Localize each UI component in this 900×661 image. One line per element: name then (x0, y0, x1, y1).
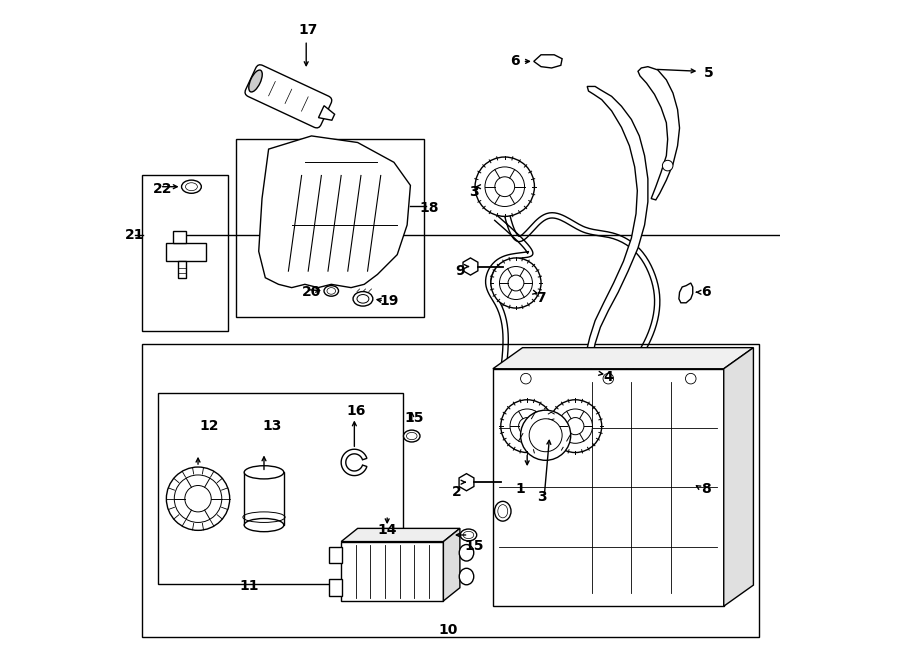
Ellipse shape (353, 292, 373, 306)
Bar (166, 243, 206, 261)
Text: 3: 3 (537, 490, 547, 504)
Text: 15: 15 (404, 410, 424, 424)
Polygon shape (341, 449, 367, 476)
Circle shape (558, 409, 592, 444)
Circle shape (603, 373, 614, 384)
Text: 8: 8 (701, 482, 711, 496)
Ellipse shape (407, 432, 417, 440)
Bar (341, 541, 444, 601)
Ellipse shape (494, 501, 511, 521)
Text: 4: 4 (603, 369, 613, 383)
Ellipse shape (244, 518, 284, 531)
Bar (329, 579, 343, 596)
Ellipse shape (459, 568, 473, 585)
Polygon shape (584, 87, 648, 416)
Circle shape (500, 266, 533, 299)
Text: 13: 13 (262, 419, 282, 433)
Text: 22: 22 (153, 182, 173, 196)
Ellipse shape (327, 288, 336, 294)
Ellipse shape (464, 531, 473, 539)
Text: 10: 10 (438, 623, 458, 637)
Text: 3: 3 (470, 185, 479, 199)
Text: 11: 11 (239, 580, 258, 594)
Polygon shape (341, 528, 460, 541)
Circle shape (529, 419, 562, 451)
Circle shape (508, 275, 524, 291)
Polygon shape (636, 471, 693, 490)
Polygon shape (724, 348, 753, 606)
Circle shape (495, 176, 515, 196)
Bar (236, 139, 424, 317)
Ellipse shape (248, 70, 262, 92)
Circle shape (491, 258, 541, 308)
Text: 5: 5 (705, 66, 714, 80)
Ellipse shape (403, 430, 420, 442)
Circle shape (510, 409, 544, 444)
Text: 17: 17 (299, 23, 318, 38)
Polygon shape (534, 55, 562, 68)
Circle shape (567, 418, 584, 435)
Text: 6: 6 (509, 54, 519, 68)
Circle shape (166, 467, 230, 530)
Circle shape (549, 400, 602, 453)
Ellipse shape (357, 295, 369, 303)
Polygon shape (319, 106, 335, 120)
Circle shape (475, 157, 535, 216)
Text: 18: 18 (419, 202, 438, 215)
Ellipse shape (459, 545, 473, 561)
Bar (158, 393, 402, 584)
Text: 19: 19 (379, 294, 399, 308)
Polygon shape (493, 348, 753, 369)
Bar (142, 175, 228, 330)
Circle shape (518, 418, 536, 435)
Circle shape (485, 167, 525, 206)
Polygon shape (444, 528, 460, 601)
Text: 20: 20 (302, 286, 321, 299)
Ellipse shape (498, 504, 508, 518)
Text: 1: 1 (516, 482, 526, 496)
Ellipse shape (244, 466, 284, 479)
Text: 21: 21 (125, 228, 145, 242)
Text: 12: 12 (200, 419, 219, 433)
Text: 9: 9 (455, 264, 464, 278)
Polygon shape (258, 136, 410, 288)
Bar (244, 473, 284, 525)
Circle shape (500, 400, 554, 453)
Bar (173, 231, 186, 243)
Circle shape (662, 161, 673, 171)
Ellipse shape (460, 529, 477, 541)
Circle shape (184, 486, 212, 512)
FancyBboxPatch shape (245, 65, 332, 128)
Circle shape (175, 475, 221, 522)
Bar (142, 344, 759, 637)
Bar (493, 369, 724, 606)
Text: 7: 7 (536, 291, 545, 305)
Circle shape (520, 373, 531, 384)
Polygon shape (638, 67, 680, 200)
Bar (178, 261, 186, 278)
Text: 6: 6 (701, 286, 711, 299)
Text: 15: 15 (464, 539, 484, 553)
Polygon shape (679, 283, 693, 303)
Ellipse shape (324, 286, 338, 296)
Circle shape (686, 373, 696, 384)
Circle shape (520, 410, 571, 460)
Text: 2: 2 (452, 485, 462, 499)
Text: 14: 14 (378, 523, 397, 537)
Ellipse shape (185, 182, 197, 190)
Bar (329, 547, 343, 563)
Text: 16: 16 (346, 404, 366, 418)
Ellipse shape (182, 180, 202, 193)
